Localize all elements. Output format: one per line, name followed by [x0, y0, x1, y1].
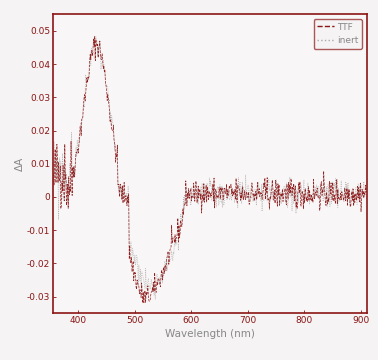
Legend: TTF, inert: TTF, inert — [314, 19, 362, 49]
Y-axis label: ΔA: ΔA — [15, 157, 25, 171]
X-axis label: Wavelength (nm): Wavelength (nm) — [165, 329, 255, 339]
